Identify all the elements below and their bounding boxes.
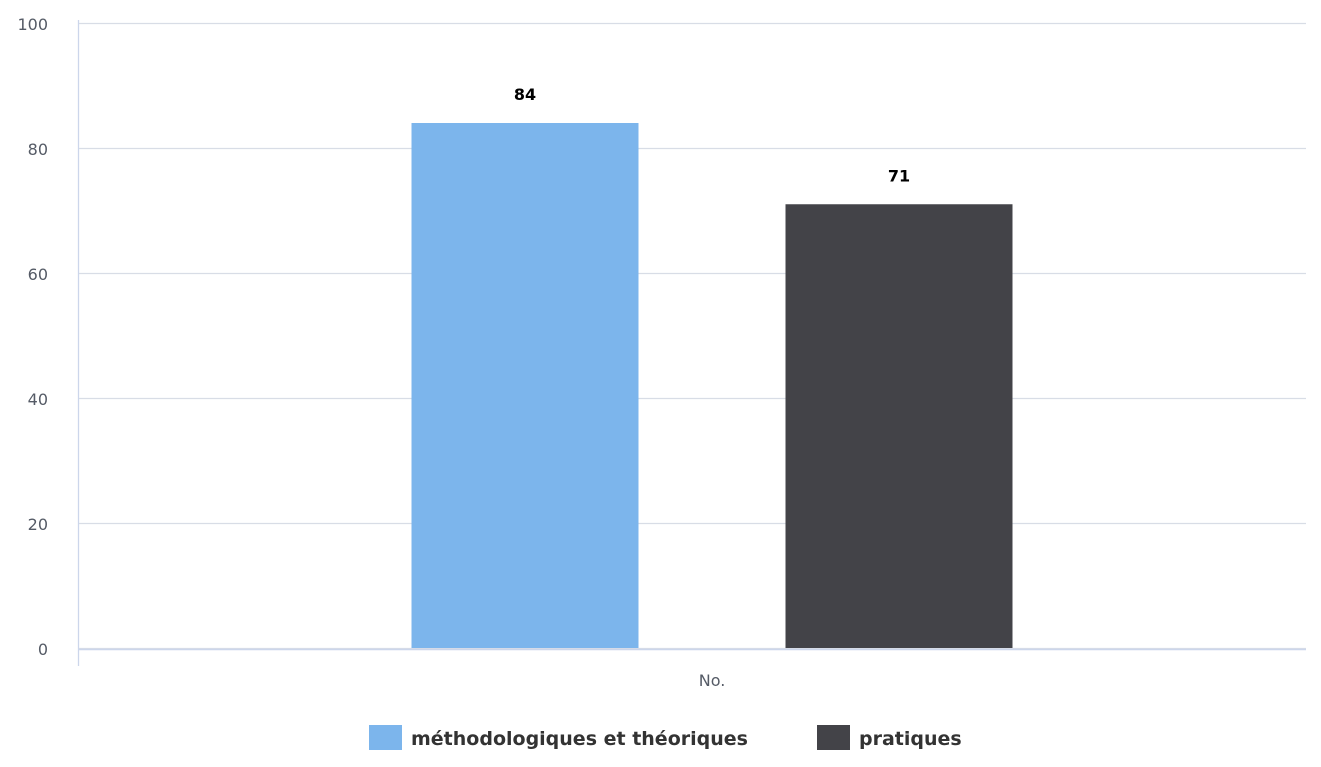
x-axis-category-labels: No. (699, 671, 726, 690)
y-axis-tick-labels: 0 20 40 60 80 100 (17, 15, 48, 659)
bars (411, 123, 1013, 648)
data-label: 71 (888, 166, 910, 185)
y-tick-label: 80 (28, 140, 48, 159)
data-label: 84 (514, 85, 536, 104)
x-category-label: No. (699, 671, 726, 690)
y-tick-label: 100 (17, 15, 48, 34)
legend-label-0[interactable]: méthodologiques et théoriques (411, 728, 748, 750)
y-tick-label: 40 (28, 390, 48, 409)
y-tick-label: 0 (38, 640, 48, 659)
legend-label-1[interactable]: pratiques (859, 728, 962, 750)
y-tick-label: 20 (28, 515, 48, 534)
data-labels: 84 71 (514, 85, 910, 185)
bar-1 (785, 204, 1013, 648)
gridlines (78, 22, 1306, 650)
legend-swatch-0 (369, 725, 402, 750)
legend: méthodologiques et théoriques pratiques (369, 725, 962, 750)
axes (77, 20, 1306, 666)
y-tick-label: 60 (28, 265, 48, 284)
legend-swatch-1 (817, 725, 850, 750)
bar-0 (411, 123, 639, 648)
